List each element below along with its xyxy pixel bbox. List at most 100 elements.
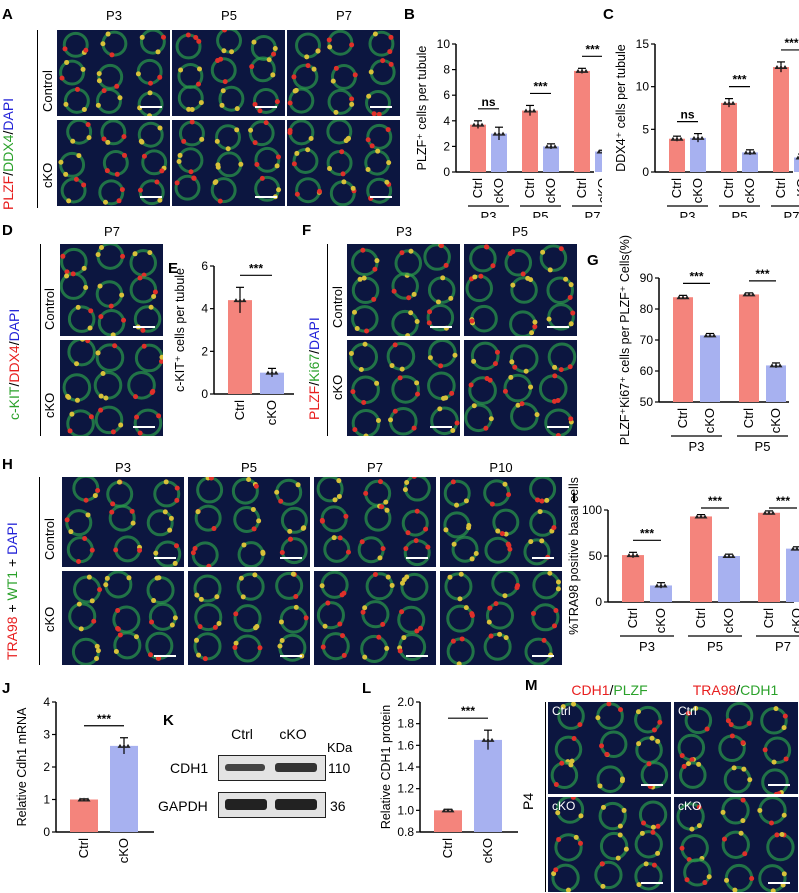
- y-tick-label: 0: [43, 825, 50, 839]
- bar: [669, 138, 685, 172]
- d-stain-label: c-KIT/DDX4/DAPI: [6, 308, 22, 420]
- f-col-p5: P5: [512, 224, 528, 239]
- data-point: [777, 363, 783, 368]
- data-point: [711, 333, 717, 338]
- group-label: P3: [639, 639, 655, 654]
- group-label: P7: [585, 209, 601, 218]
- y-axis-label: c-KIT⁺ cells per tubule: [173, 268, 187, 392]
- data-point: [766, 510, 772, 515]
- scale-bar: [768, 882, 790, 884]
- bar: [794, 157, 799, 172]
- bar: [434, 810, 462, 832]
- data-point: [125, 743, 131, 748]
- panel-label-c: C: [603, 6, 614, 23]
- micrograph-texture: [465, 244, 576, 336]
- group-label: P3: [481, 209, 497, 218]
- micrograph-texture: [64, 477, 182, 567]
- sig-label: ns: [481, 95, 495, 109]
- bar: [721, 102, 737, 172]
- x-tick-label: cKO: [768, 408, 783, 433]
- x-tick-label: Ctrl: [669, 178, 684, 198]
- x-tick-label: Ctrl: [675, 408, 690, 428]
- data-point: [600, 151, 602, 154]
- scale-bar: [133, 426, 155, 428]
- data-point: [694, 514, 700, 519]
- h-col-p5: P5: [241, 460, 257, 475]
- a-stain-red: PLZF: [0, 175, 16, 210]
- scale-bar: [255, 196, 277, 198]
- micrograph-texture: [351, 244, 456, 336]
- x-tick-label: cKO: [595, 178, 602, 203]
- bar: [228, 300, 252, 394]
- f-stain-red: PLZF: [306, 385, 322, 420]
- d-col-p7: P7: [104, 224, 120, 239]
- x-tick-label: Ctrl: [761, 608, 776, 628]
- x-tick-label: Ctrl: [440, 838, 455, 858]
- data-point: [449, 808, 455, 813]
- f-image-cko-p5: [464, 340, 577, 436]
- y-tick-label: 1.0: [397, 803, 414, 817]
- data-point: [743, 150, 749, 155]
- data-point: [630, 553, 636, 558]
- sig-label: ***: [776, 494, 790, 508]
- x-tick-label: cKO: [543, 178, 558, 203]
- data-point: [479, 122, 485, 127]
- x-tick-label: cKO: [702, 408, 717, 433]
- micrograph-texture: [190, 477, 308, 567]
- data-point: [81, 797, 87, 802]
- bar: [491, 133, 507, 172]
- d-image-control: [60, 244, 163, 336]
- scale-bar: [133, 326, 155, 328]
- micrograph-texture: [551, 797, 668, 892]
- x-tick-label: cKO: [789, 608, 799, 633]
- y-tick-label: 1.4: [397, 760, 414, 774]
- data-point: [773, 363, 779, 368]
- data-point: [674, 136, 680, 141]
- h-image-control-p5: [188, 477, 310, 567]
- data-point: [596, 149, 602, 154]
- d-bracket: [40, 244, 41, 436]
- panel-label-a: A: [2, 6, 13, 23]
- d-image-cko: [60, 340, 163, 436]
- x-tick-label: Ctrl: [522, 178, 537, 198]
- micrograph-texture: [193, 571, 309, 663]
- data-point: [680, 295, 686, 300]
- scale-bar: [140, 106, 162, 108]
- data-point: [722, 100, 728, 105]
- bar: [742, 152, 758, 172]
- y-axis-label: Relative Cdh1 mRNA: [15, 707, 29, 826]
- data-point: [658, 583, 664, 588]
- data-point: [722, 554, 728, 558]
- data-point: [726, 554, 732, 558]
- k-blot-gapdh: [218, 792, 326, 818]
- d-row-control: Control: [42, 288, 57, 330]
- h-image-cko-p5: [188, 571, 310, 665]
- micrograph-texture: [175, 30, 280, 114]
- scale-bar: [370, 196, 392, 198]
- h-bracket: [39, 477, 40, 665]
- data-point: [726, 100, 732, 105]
- bar: [673, 297, 693, 402]
- data-point: [626, 553, 632, 558]
- y-tick-label: 0.8: [397, 825, 414, 839]
- y-axis-label: Relative CDH1 protein: [379, 705, 393, 829]
- h-image-control-p10: [440, 477, 562, 567]
- data-point: [742, 292, 748, 297]
- panel-label-k: K: [163, 712, 174, 729]
- scale-bar: [641, 784, 663, 786]
- y-tick-label: 4: [443, 114, 450, 128]
- panel-label-e: E: [168, 260, 179, 277]
- x-tick-label: Ctrl: [773, 178, 788, 198]
- group-label: P5: [755, 439, 771, 454]
- m-tag-ctrl-left: Ctrl: [552, 704, 571, 718]
- data-point: [273, 370, 279, 375]
- scale-bar: [280, 655, 302, 657]
- panel-label-i: I: [572, 490, 577, 507]
- micrograph-texture: [60, 244, 162, 336]
- data-point: [747, 150, 753, 155]
- a-stain-blue: DAPI: [0, 97, 16, 131]
- bar: [70, 799, 98, 832]
- scale-bar: [154, 655, 176, 657]
